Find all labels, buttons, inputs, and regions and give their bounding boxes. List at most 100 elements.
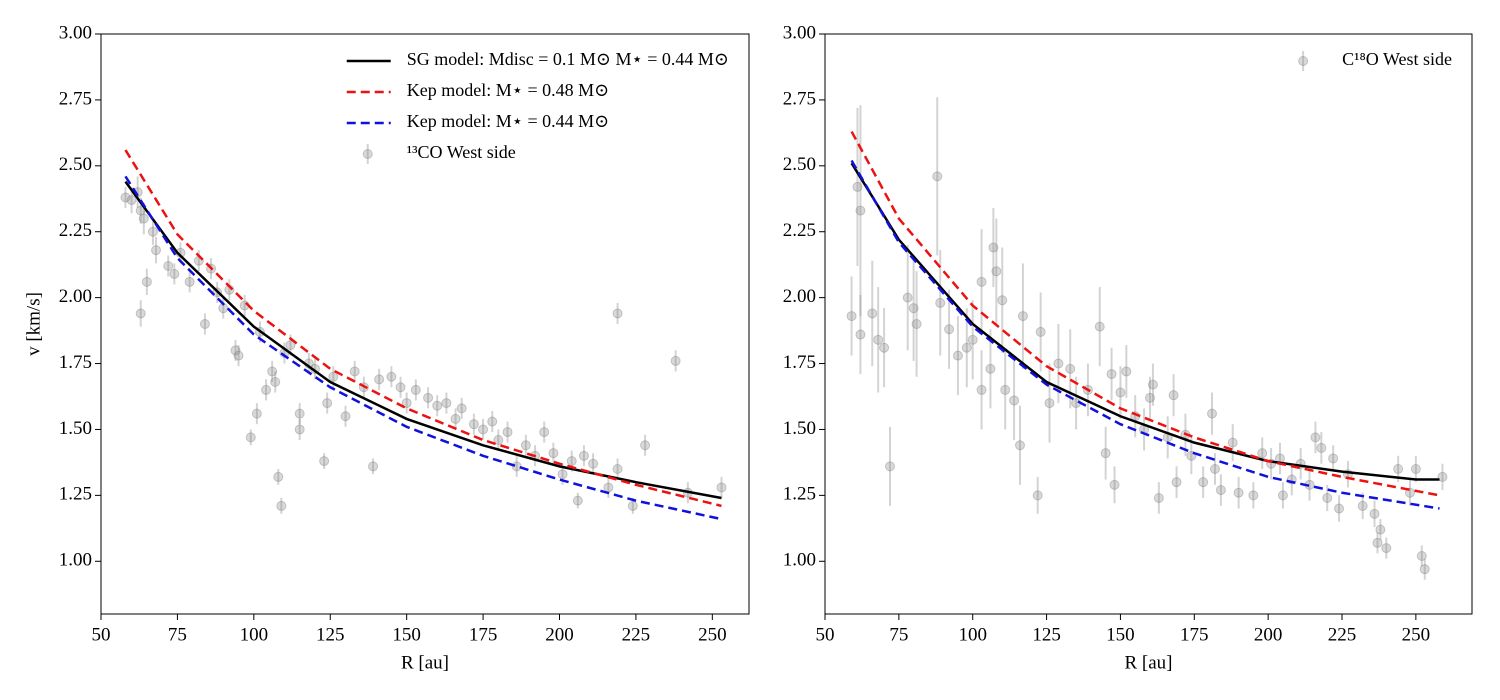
data-point xyxy=(1257,448,1268,459)
x-tick-label: 150 xyxy=(1106,624,1135,645)
data-point xyxy=(1094,321,1105,332)
model-curve xyxy=(850,162,1440,481)
x-tick-label: 250 xyxy=(1402,624,1431,645)
data-point xyxy=(1053,358,1064,369)
data-point xyxy=(147,226,158,237)
y-tick-label: 2.00 xyxy=(59,286,92,307)
data-point xyxy=(1381,543,1392,554)
data-point xyxy=(952,350,963,361)
data-point xyxy=(1121,366,1132,377)
data-point xyxy=(322,398,333,409)
y-tick-label: 2.25 xyxy=(59,220,92,241)
x-tick-label: 75 xyxy=(168,624,187,645)
data-point xyxy=(557,469,568,480)
data-point xyxy=(233,350,244,361)
x-axis-label: R [au] xyxy=(1124,652,1172,673)
data-point xyxy=(855,329,866,340)
y-tick-label: 1.75 xyxy=(59,352,92,373)
y-tick-label: 2.50 xyxy=(783,154,816,175)
y-tick-label: 1.00 xyxy=(783,550,816,571)
data-point xyxy=(961,342,972,353)
data-point xyxy=(1419,564,1430,575)
data-point xyxy=(852,181,863,192)
x-tick-label: 175 xyxy=(1180,624,1209,645)
y-tick-label: 1.50 xyxy=(59,418,92,439)
axes-frame xyxy=(100,33,750,615)
data-point xyxy=(578,450,589,461)
data-point xyxy=(520,440,531,451)
data-point xyxy=(319,456,330,467)
data-point xyxy=(456,403,467,414)
data-point xyxy=(273,471,284,482)
data-point xyxy=(1147,379,1158,390)
data-point xyxy=(135,308,146,319)
data-point xyxy=(1316,442,1327,453)
legend-swatch xyxy=(362,149,373,159)
legend-label: Kep model: M⋆ = 0.48 M⊙ xyxy=(407,80,610,100)
data-point xyxy=(1357,500,1368,511)
data-point xyxy=(1009,395,1020,406)
data-point xyxy=(1044,398,1055,409)
data-point xyxy=(967,334,978,345)
data-point xyxy=(603,482,614,493)
x-tick-label: 175 xyxy=(469,624,498,645)
y-tick-label: 2.75 xyxy=(59,88,92,109)
data-point xyxy=(976,276,987,287)
data-point xyxy=(902,292,913,303)
data-point xyxy=(401,398,412,409)
x-tick-label: 250 xyxy=(698,624,727,645)
y-tick-label: 1.00 xyxy=(59,550,92,571)
data-point xyxy=(1106,369,1117,380)
data-point xyxy=(141,276,152,287)
data-point xyxy=(270,377,281,387)
data-point xyxy=(908,303,919,314)
data-point xyxy=(349,366,360,377)
y-tick-label: 1.25 xyxy=(783,484,816,505)
legend-label: SG model: Mdisc = 0.1 M⊙ M⋆ = 0.44 M⊙ xyxy=(407,49,729,69)
data-point xyxy=(1248,490,1259,501)
y-tick-label: 2.25 xyxy=(783,220,816,241)
data-point xyxy=(1393,464,1404,474)
data-point xyxy=(1153,493,1164,503)
data-point xyxy=(716,482,727,493)
data-point xyxy=(884,461,895,472)
data-point xyxy=(138,213,149,224)
data-point xyxy=(1109,479,1120,490)
plot-area xyxy=(846,97,1448,580)
legend-label: ¹³CO West side xyxy=(407,142,516,162)
data-point xyxy=(1277,490,1288,501)
data-point xyxy=(184,276,195,287)
data-point xyxy=(276,500,287,511)
data-point xyxy=(502,427,513,438)
y-tick-label: 3.00 xyxy=(59,22,92,43)
data-point xyxy=(468,419,479,430)
data-point xyxy=(487,416,498,427)
data-point xyxy=(1328,453,1339,464)
data-point xyxy=(151,245,162,256)
y-tick-label: 3.00 xyxy=(783,22,816,43)
data-point xyxy=(169,268,180,279)
data-point xyxy=(988,242,999,253)
legend-label: Kep model: M⋆ = 0.44 M⊙ xyxy=(407,111,610,131)
data-point xyxy=(1215,485,1226,496)
x-tick-label: 225 xyxy=(622,624,651,645)
legend-swatch xyxy=(1298,56,1309,66)
data-point xyxy=(1032,490,1043,501)
data-point xyxy=(450,413,461,424)
data-point xyxy=(1437,471,1448,482)
y-axis-label: v [km/s] xyxy=(23,292,44,356)
y-tick-label: 2.50 xyxy=(59,154,92,175)
model-curve xyxy=(850,130,1440,497)
data-point xyxy=(493,435,504,445)
data-point xyxy=(328,371,339,382)
x-axis-label: R [au] xyxy=(401,652,449,673)
data-point xyxy=(1233,487,1244,498)
data-point xyxy=(395,382,406,393)
data-point xyxy=(374,374,385,385)
data-point xyxy=(285,340,296,351)
data-point xyxy=(612,464,623,474)
data-point xyxy=(1115,387,1126,398)
data-point xyxy=(261,384,272,395)
data-point xyxy=(1014,440,1025,451)
